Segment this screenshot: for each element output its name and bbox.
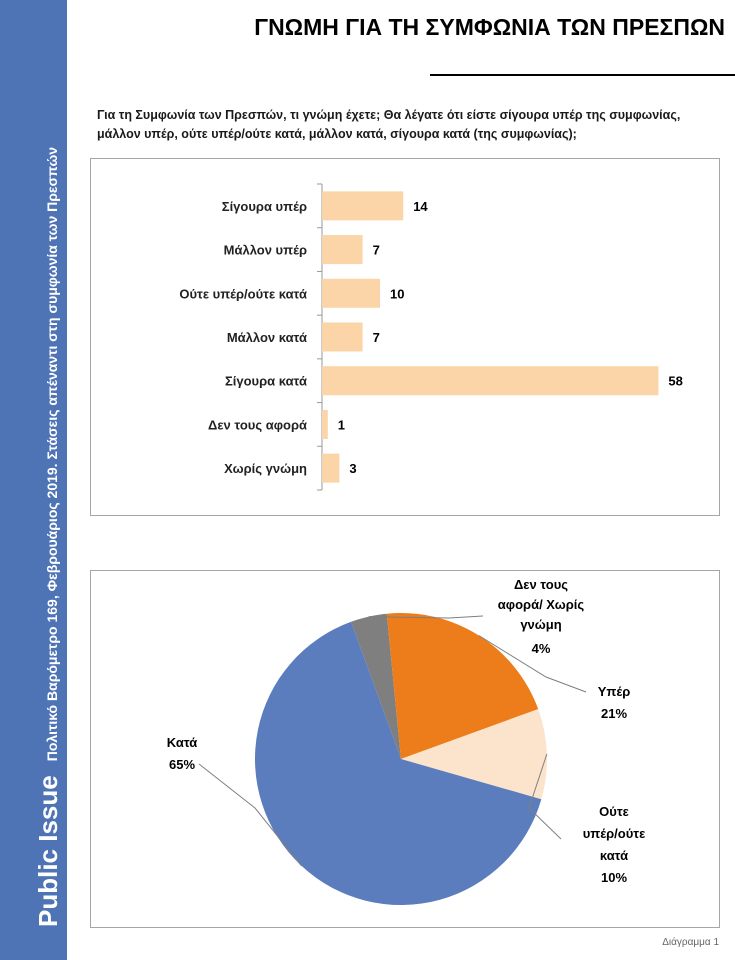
- slice-label: Υπέρ 21%: [598, 684, 631, 721]
- pie-chart-panel: Δεν τους αφορά/ Χωρίς γνώμη 4% Υπέρ 21% Ούτε υπ…: [90, 570, 720, 928]
- survey-question: Για τη Συμφωνία των Πρεσπών, τι γνώμη έχ…: [97, 108, 681, 141]
- sidebar-brand: Public Issue: [33, 775, 63, 927]
- category-label: Χωρίς γνώμη: [224, 461, 307, 476]
- slice-category-text: αφορά/ Χωρίς: [498, 597, 585, 612]
- leader-line: [478, 635, 587, 693]
- slice-percent-label: 10%: [601, 870, 627, 885]
- bar: [322, 409, 328, 439]
- slice-percent-label: 65%: [169, 757, 195, 772]
- sidebar-vertical-text: Public Issue Πολιτικό Βαρόμετρο 169, Φεβ…: [33, 147, 64, 927]
- data-label: 14: [413, 199, 428, 214]
- pie-slice: [386, 613, 539, 759]
- data-label: 58: [668, 374, 682, 389]
- slice-percent-label: 4%: [532, 641, 551, 656]
- category-label: Ούτε υπέρ/ούτε κατά: [179, 286, 307, 301]
- leader-line: [368, 615, 484, 619]
- bar: [322, 278, 380, 308]
- slice-category-text: υπέρ/ούτε: [583, 826, 646, 841]
- slice-label: Ούτε υπέρ/ούτε κατά 10%: [583, 804, 646, 885]
- sidebar: Public Issue Πολιτικό Βαρόμετρο 169, Φεβ…: [0, 0, 67, 960]
- data-label: 3: [349, 461, 356, 476]
- data-label: 7: [373, 243, 380, 258]
- bar-chart: Σίγουρα υπέρ 14 Μάλλον υπέρ 7 Ούτε υπέρ/ούτε…: [179, 183, 683, 491]
- category-label: Σίγουρα κατά: [225, 374, 307, 389]
- figure-caption: Διάγραμμα 1: [662, 937, 719, 948]
- bar: [322, 322, 363, 352]
- slice-category-text: κατά: [600, 848, 628, 863]
- pie-chart: Δεν τους αφορά/ Χωρίς γνώμη 4% Υπέρ 21% Ούτε υπ…: [167, 577, 646, 905]
- sidebar-subtitle: Πολιτικό Βαρόμετρο 169, Φεβρουάριος 2019…: [44, 146, 60, 762]
- pie-slice: [254, 621, 542, 905]
- slice-category-text: Δεν τους: [514, 577, 568, 592]
- slice-category-text: Ούτε: [599, 804, 629, 819]
- category-label: Δεν τους αφορά: [208, 417, 307, 432]
- data-label: 1: [338, 417, 345, 432]
- bar-chart-panel: Σίγουρα υπέρ 14 Μάλλον υπέρ 7 Ούτε υπέρ/ούτε…: [90, 158, 720, 516]
- data-label: 10: [390, 286, 404, 301]
- category-label: Μάλλον υπέρ: [224, 243, 307, 258]
- slice-category-text: Υπέρ: [598, 684, 631, 699]
- leader-line: [528, 753, 562, 840]
- category-label: Μάλλον κατά: [227, 330, 307, 345]
- pie-slice: [401, 709, 547, 800]
- data-label: 7: [373, 330, 380, 345]
- slice-percent-label: 21%: [601, 706, 627, 721]
- slice-category-text: γνώμη: [520, 617, 561, 632]
- bar: [322, 453, 340, 483]
- leader-line: [198, 763, 302, 867]
- slice-label: Κατά 65%: [167, 735, 198, 772]
- bar: [322, 366, 659, 396]
- pie-slice: [351, 613, 401, 759]
- slice-label: Δεν τους αφορά/ Χωρίς γνώμη 4%: [498, 577, 585, 656]
- slice-category-text: Κατά: [167, 735, 198, 750]
- bar: [322, 235, 363, 265]
- category-label: Σίγουρα υπέρ: [222, 199, 307, 214]
- bar: [322, 191, 404, 221]
- title-underline: [430, 74, 735, 76]
- page-title: ΓΝΩΜΗ ΓΙΑ ΤΗ ΣΥΜΦΩΝΙΑ ΤΩΝ ΠΡΕΣΠΩΝ: [254, 14, 725, 40]
